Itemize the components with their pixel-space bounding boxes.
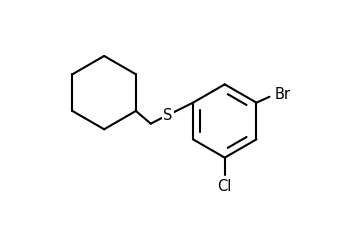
Text: S: S bbox=[163, 108, 173, 123]
Text: Br: Br bbox=[274, 87, 290, 102]
Text: Cl: Cl bbox=[218, 179, 232, 194]
